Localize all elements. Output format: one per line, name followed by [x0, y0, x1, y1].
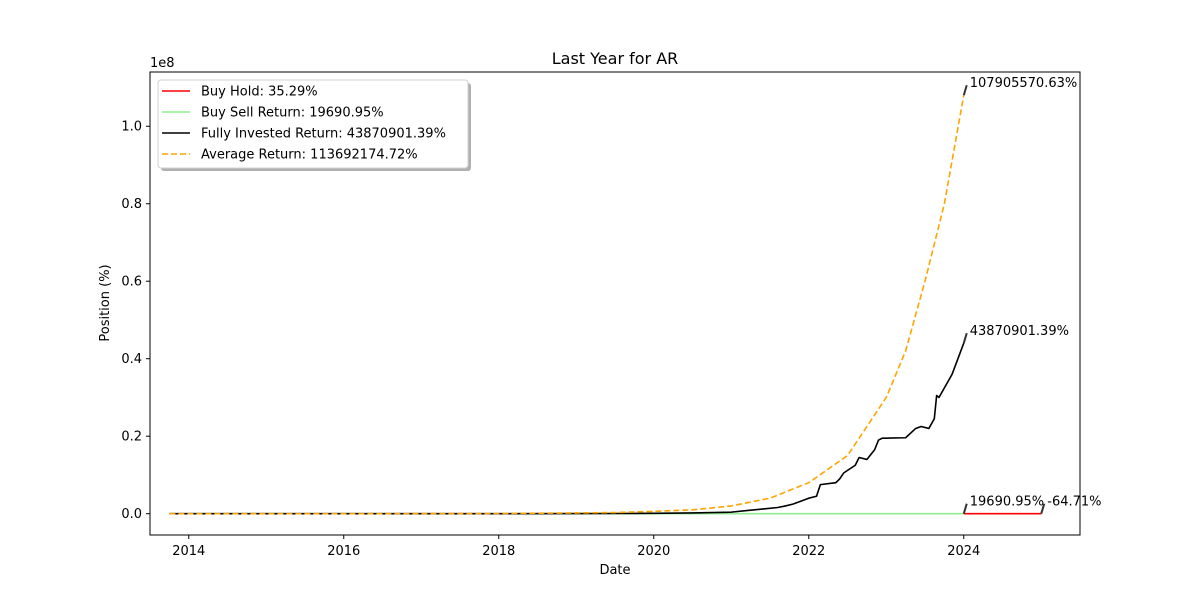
- x-tick-label-4: 2022: [792, 544, 825, 559]
- series-line-3: [169, 95, 965, 515]
- x-axis-label: Date: [599, 563, 630, 578]
- x-tick-label-5: 2024: [947, 544, 980, 559]
- annotation-arrow-3: [1040, 503, 1046, 514]
- legend-label-1: Buy Sell Return: 19690.95%: [201, 106, 384, 121]
- y-tick-label-2: 0.4: [121, 352, 142, 367]
- y-tick-label-3: 0.6: [121, 275, 142, 290]
- legend-label-3: Average Return: 113692174.72%: [201, 148, 418, 163]
- plot-area: 107905570.63% 43870901.39% 19690.95% -64.71…: [121, 71, 1102, 559]
- y-tick-label-0: 0.0: [121, 507, 142, 522]
- annotation-label-0: 107905570.63%: [970, 76, 1077, 91]
- x-tick-label-0: 2014: [172, 544, 205, 559]
- y-tick-label-1: 0.2: [121, 430, 142, 445]
- legend-label-2: Fully Invested Return: 43870901.39%: [201, 127, 446, 142]
- series-line-2: [169, 342, 965, 515]
- annotation-label-3: -64.71%: [1047, 495, 1101, 510]
- x-tick-label-2: 2018: [482, 544, 515, 559]
- y-axis-label: Position (%): [98, 264, 113, 341]
- legend-label-0: Buy Hold: 35.29%: [201, 85, 318, 100]
- annotation-label-2: 19690.95%: [970, 495, 1044, 510]
- y-axis-offset-text: 1e8: [150, 56, 175, 71]
- legend-box: [157, 79, 469, 169]
- chart-title: Last Year for AR: [552, 49, 679, 68]
- annotation-arrow-2: [962, 503, 968, 514]
- plot-frame: [149, 71, 1081, 536]
- y-tick-label-4: 0.8: [121, 197, 142, 212]
- legend: Buy Hold: 35.29% Buy Sell Return: 19690.9…: [157, 79, 471, 171]
- annotation-arrow-0: [962, 84, 968, 96]
- y-tick-label-5: 1.0: [121, 120, 142, 135]
- x-tick-label-3: 2020: [637, 544, 670, 559]
- x-tick-label-1: 2016: [327, 544, 360, 559]
- annotation-label-1: 43870901.39%: [970, 324, 1069, 339]
- annotation-arrow-1: [962, 332, 968, 344]
